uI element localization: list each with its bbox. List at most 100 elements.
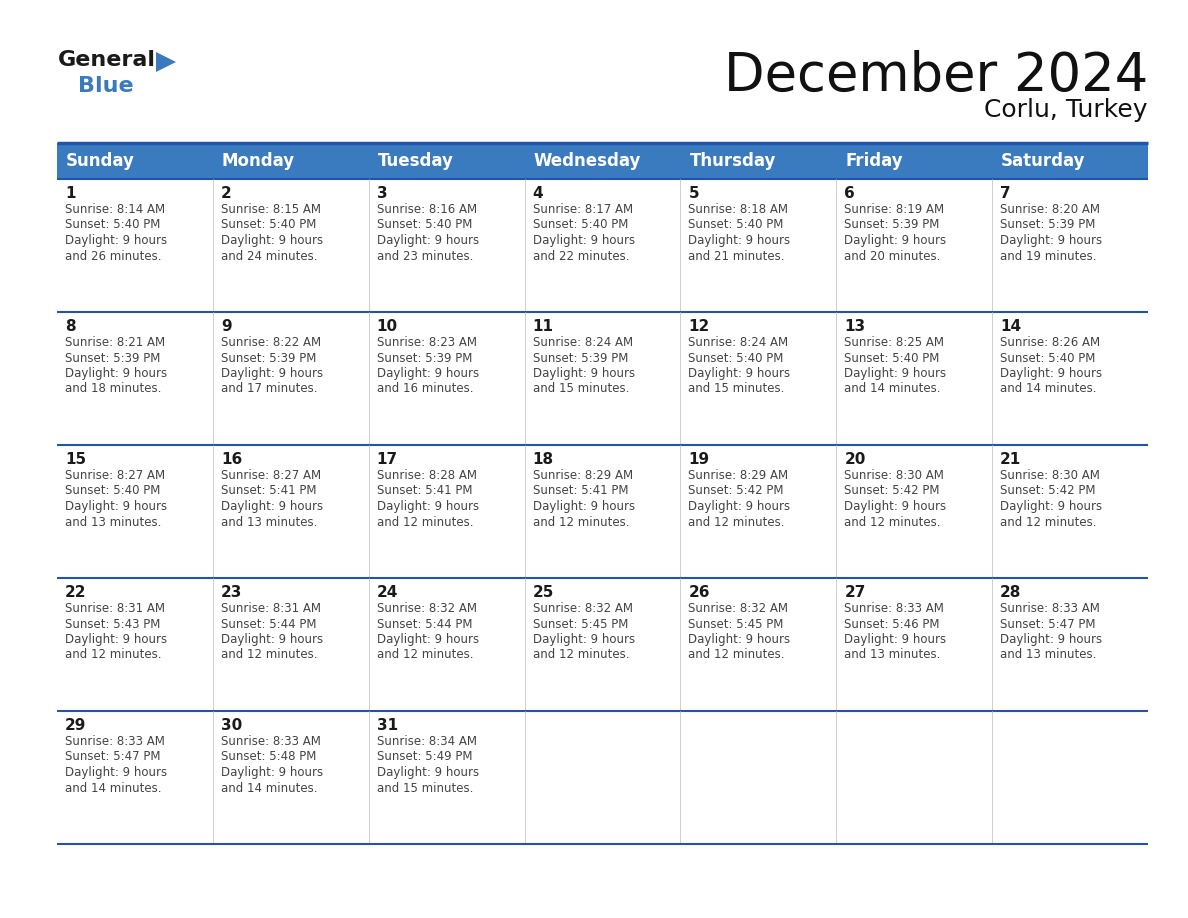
- Text: Daylight: 9 hours: Daylight: 9 hours: [845, 500, 947, 513]
- Text: and 12 minutes.: and 12 minutes.: [688, 516, 785, 529]
- Text: Daylight: 9 hours: Daylight: 9 hours: [65, 633, 168, 646]
- Text: Daylight: 9 hours: Daylight: 9 hours: [845, 633, 947, 646]
- Text: and 13 minutes.: and 13 minutes.: [1000, 648, 1097, 662]
- Text: Daylight: 9 hours: Daylight: 9 hours: [377, 633, 479, 646]
- Text: Sunrise: 8:32 AM: Sunrise: 8:32 AM: [688, 602, 789, 615]
- Text: Daylight: 9 hours: Daylight: 9 hours: [221, 500, 323, 513]
- Bar: [213, 179, 368, 312]
- Text: Daylight: 9 hours: Daylight: 9 hours: [221, 234, 323, 247]
- Text: Sunrise: 8:21 AM: Sunrise: 8:21 AM: [65, 336, 165, 349]
- Text: Sunrise: 8:24 AM: Sunrise: 8:24 AM: [532, 336, 633, 349]
- Text: Daylight: 9 hours: Daylight: 9 hours: [688, 234, 790, 247]
- Text: Daylight: 9 hours: Daylight: 9 hours: [532, 633, 634, 646]
- Text: Sunset: 5:40 PM: Sunset: 5:40 PM: [532, 218, 628, 231]
- Text: and 17 minutes.: and 17 minutes.: [221, 383, 317, 396]
- Text: and 13 minutes.: and 13 minutes.: [845, 648, 941, 662]
- Text: Sunset: 5:43 PM: Sunset: 5:43 PM: [65, 618, 160, 631]
- Bar: [681, 578, 836, 711]
- Text: 13: 13: [845, 319, 865, 334]
- Text: Sunrise: 8:28 AM: Sunrise: 8:28 AM: [377, 469, 476, 482]
- Text: Tuesday: Tuesday: [378, 152, 454, 170]
- Text: Sunrise: 8:14 AM: Sunrise: 8:14 AM: [65, 203, 165, 216]
- Text: and 14 minutes.: and 14 minutes.: [221, 781, 317, 794]
- Text: Wednesday: Wednesday: [533, 152, 642, 170]
- Text: Daylight: 9 hours: Daylight: 9 hours: [65, 367, 168, 380]
- Bar: [681, 312, 836, 445]
- Text: General: General: [58, 50, 156, 70]
- Bar: [836, 578, 992, 711]
- Text: Sunset: 5:41 PM: Sunset: 5:41 PM: [221, 485, 316, 498]
- Bar: [836, 711, 992, 844]
- Text: and 13 minutes.: and 13 minutes.: [221, 516, 317, 529]
- Text: Daylight: 9 hours: Daylight: 9 hours: [1000, 367, 1102, 380]
- Text: Daylight: 9 hours: Daylight: 9 hours: [688, 367, 790, 380]
- Text: and 15 minutes.: and 15 minutes.: [688, 383, 785, 396]
- Bar: [836, 143, 992, 179]
- Text: Sunrise: 8:30 AM: Sunrise: 8:30 AM: [845, 469, 944, 482]
- Text: 18: 18: [532, 452, 554, 467]
- Text: Sunrise: 8:34 AM: Sunrise: 8:34 AM: [377, 735, 476, 748]
- Text: Daylight: 9 hours: Daylight: 9 hours: [532, 500, 634, 513]
- Text: Sunset: 5:49 PM: Sunset: 5:49 PM: [377, 751, 472, 764]
- Text: and 12 minutes.: and 12 minutes.: [532, 516, 630, 529]
- Text: 4: 4: [532, 186, 543, 201]
- Text: Daylight: 9 hours: Daylight: 9 hours: [1000, 633, 1102, 646]
- Text: Sunrise: 8:24 AM: Sunrise: 8:24 AM: [688, 336, 789, 349]
- Text: 2: 2: [221, 186, 232, 201]
- Bar: [525, 445, 681, 578]
- Text: Sunrise: 8:32 AM: Sunrise: 8:32 AM: [532, 602, 632, 615]
- Text: and 14 minutes.: and 14 minutes.: [845, 383, 941, 396]
- Bar: [213, 312, 368, 445]
- Text: Sunset: 5:40 PM: Sunset: 5:40 PM: [845, 352, 940, 364]
- Text: Daylight: 9 hours: Daylight: 9 hours: [377, 367, 479, 380]
- Bar: [992, 578, 1148, 711]
- Text: 14: 14: [1000, 319, 1022, 334]
- Text: 5: 5: [688, 186, 699, 201]
- Text: Daylight: 9 hours: Daylight: 9 hours: [65, 500, 168, 513]
- Text: 16: 16: [221, 452, 242, 467]
- Text: Daylight: 9 hours: Daylight: 9 hours: [845, 367, 947, 380]
- Text: Daylight: 9 hours: Daylight: 9 hours: [532, 367, 634, 380]
- Text: Thursday: Thursday: [689, 152, 776, 170]
- Text: 24: 24: [377, 585, 398, 600]
- Text: Sunset: 5:47 PM: Sunset: 5:47 PM: [1000, 618, 1095, 631]
- Text: and 12 minutes.: and 12 minutes.: [688, 648, 785, 662]
- Text: Sunrise: 8:22 AM: Sunrise: 8:22 AM: [221, 336, 321, 349]
- Text: and 12 minutes.: and 12 minutes.: [65, 648, 162, 662]
- Bar: [57, 143, 213, 179]
- Text: 21: 21: [1000, 452, 1022, 467]
- Text: 6: 6: [845, 186, 855, 201]
- Text: and 13 minutes.: and 13 minutes.: [65, 516, 162, 529]
- Text: Daylight: 9 hours: Daylight: 9 hours: [845, 234, 947, 247]
- Text: Sunset: 5:39 PM: Sunset: 5:39 PM: [1000, 218, 1095, 231]
- Text: Sunset: 5:44 PM: Sunset: 5:44 PM: [377, 618, 472, 631]
- Text: 25: 25: [532, 585, 554, 600]
- Text: Sunrise: 8:33 AM: Sunrise: 8:33 AM: [845, 602, 944, 615]
- Bar: [213, 445, 368, 578]
- Text: Sunset: 5:41 PM: Sunset: 5:41 PM: [377, 485, 472, 498]
- Bar: [525, 578, 681, 711]
- Text: Sunset: 5:40 PM: Sunset: 5:40 PM: [65, 218, 160, 231]
- Text: Sunrise: 8:18 AM: Sunrise: 8:18 AM: [688, 203, 789, 216]
- Text: Sunset: 5:48 PM: Sunset: 5:48 PM: [221, 751, 316, 764]
- Text: Daylight: 9 hours: Daylight: 9 hours: [221, 633, 323, 646]
- Bar: [836, 312, 992, 445]
- Text: and 15 minutes.: and 15 minutes.: [377, 781, 473, 794]
- Text: Sunset: 5:40 PM: Sunset: 5:40 PM: [377, 218, 472, 231]
- Text: Sunset: 5:39 PM: Sunset: 5:39 PM: [532, 352, 628, 364]
- Bar: [836, 179, 992, 312]
- Text: and 21 minutes.: and 21 minutes.: [688, 250, 785, 263]
- Text: Sunset: 5:40 PM: Sunset: 5:40 PM: [221, 218, 316, 231]
- Text: and 12 minutes.: and 12 minutes.: [221, 648, 317, 662]
- Text: Sunrise: 8:29 AM: Sunrise: 8:29 AM: [688, 469, 789, 482]
- Bar: [213, 143, 368, 179]
- Text: Sunrise: 8:23 AM: Sunrise: 8:23 AM: [377, 336, 476, 349]
- Text: Sunset: 5:39 PM: Sunset: 5:39 PM: [377, 352, 472, 364]
- Text: Daylight: 9 hours: Daylight: 9 hours: [532, 234, 634, 247]
- Text: and 23 minutes.: and 23 minutes.: [377, 250, 473, 263]
- Bar: [525, 711, 681, 844]
- Text: Sunset: 5:47 PM: Sunset: 5:47 PM: [65, 751, 160, 764]
- Text: and 24 minutes.: and 24 minutes.: [221, 250, 317, 263]
- Bar: [992, 312, 1148, 445]
- Text: 9: 9: [221, 319, 232, 334]
